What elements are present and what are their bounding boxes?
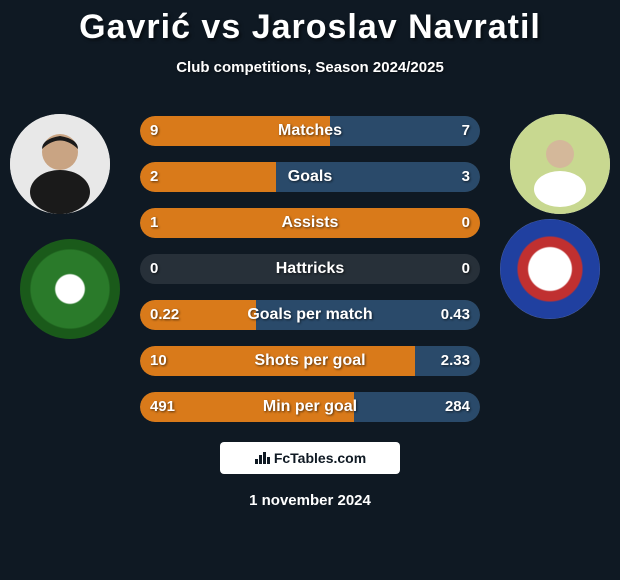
footer-date: 1 november 2024 bbox=[0, 492, 620, 509]
stat-label: Shots per goal bbox=[140, 346, 480, 376]
stat-label: Goals bbox=[140, 162, 480, 192]
player-left-avatar bbox=[10, 114, 110, 214]
brand-logo[interactable]: FcTables.com bbox=[220, 442, 400, 474]
stats-list: 97Matches 23Goals 10Assists 00Hattricks 0.22… bbox=[140, 104, 480, 422]
club-left-badge bbox=[20, 239, 120, 339]
stat-row: 23Goals bbox=[140, 162, 480, 192]
chart-icon bbox=[254, 449, 270, 468]
stat-label: Goals per match bbox=[140, 300, 480, 330]
player-right-avatar bbox=[510, 114, 610, 214]
stat-row: 102.33Shots per goal bbox=[140, 346, 480, 376]
stat-row: 10Assists bbox=[140, 208, 480, 238]
stat-label: Assists bbox=[140, 208, 480, 238]
stat-row: 97Matches bbox=[140, 116, 480, 146]
page-title: Gavrić vs Jaroslav Navratil bbox=[0, 0, 620, 47]
stat-label: Min per goal bbox=[140, 392, 480, 422]
club-right-badge bbox=[500, 219, 600, 319]
comparison-content: 97Matches 23Goals 10Assists 00Hattricks 0.22… bbox=[0, 104, 620, 422]
stat-row: 491284Min per goal bbox=[140, 392, 480, 422]
brand-text: FcTables.com bbox=[274, 450, 366, 466]
stat-label: Hattricks bbox=[140, 254, 480, 284]
stat-label: Matches bbox=[140, 116, 480, 146]
stat-row: 0.220.43Goals per match bbox=[140, 300, 480, 330]
subtitle: Club competitions, Season 2024/2025 bbox=[0, 59, 620, 76]
stat-row: 00Hattricks bbox=[140, 254, 480, 284]
